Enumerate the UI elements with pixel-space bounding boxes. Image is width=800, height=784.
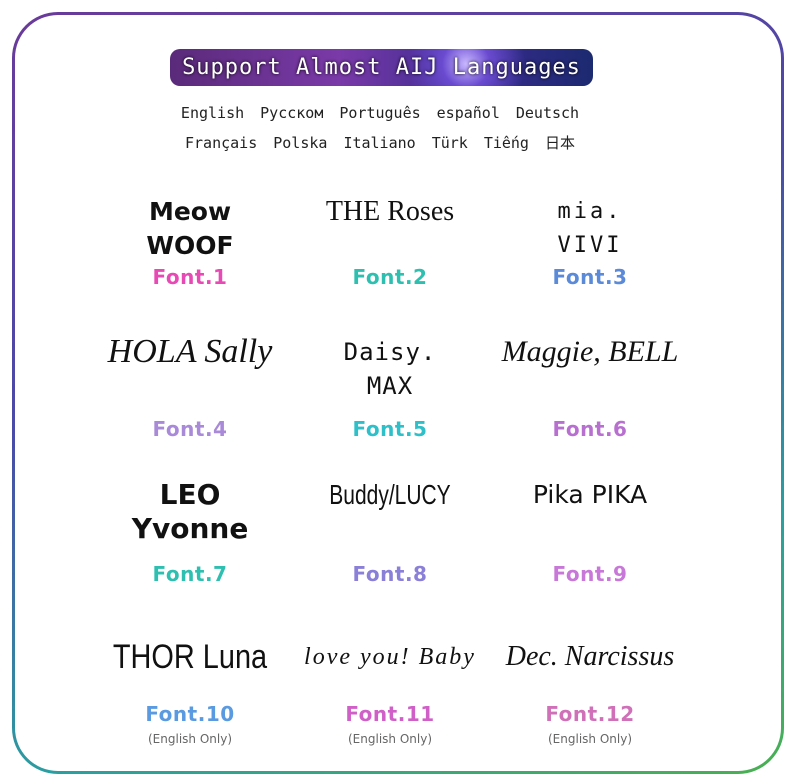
font-sample: THOR Luna [112, 638, 268, 676]
language: Türk [431, 134, 468, 152]
language: Français [185, 134, 258, 152]
languages-row-1: English Русском Português español Deutsch [150, 104, 610, 122]
font-sample: Pika PIKA [532, 480, 648, 509]
decorative-border [12, 12, 784, 774]
language: Português [339, 104, 421, 122]
font-label: Font.7 [152, 562, 228, 586]
languages-row-2: Français Polska Italiano Türk Tiếng 日本 [150, 132, 610, 153]
english-only-note: (English Only) [148, 732, 232, 746]
language: 日本 [544, 134, 575, 152]
font-sample: THE Roses [325, 196, 455, 227]
language: Polska [273, 134, 328, 152]
font-label: Font.1 [152, 265, 228, 289]
font-sample: Dec. Narcissus [505, 641, 675, 672]
font-label: Font.10 [145, 702, 235, 726]
font-label: Font.9 [552, 562, 628, 586]
font-sample: HOLA Sally [107, 333, 273, 370]
font-label: Font.11 [345, 702, 435, 726]
font-sample: love you! Baby [304, 644, 476, 670]
language: Deutsch [515, 104, 580, 122]
banner-title: Support Almost AIJ Languages [170, 49, 593, 86]
font-label: Font.2 [352, 265, 428, 289]
language: Русском [260, 104, 324, 122]
english-only-note: (English Only) [348, 732, 432, 746]
font-sample: LEO Yvonne [131, 478, 249, 545]
english-only-note: (English Only) [548, 732, 632, 746]
language: English [180, 104, 245, 122]
font-label: Font.5 [352, 417, 428, 441]
font-sample: mia. VIVI [557, 199, 623, 258]
font-label: Font.6 [552, 417, 628, 441]
font-sample: Maggie, BELL [501, 335, 679, 368]
language: Italiano [343, 134, 416, 152]
font-label: Font.12 [545, 702, 635, 726]
font-sample: Daisy. MAX [343, 338, 437, 400]
font-label: Font.3 [552, 265, 628, 289]
language: español [436, 104, 500, 122]
font-sample: Meow WOOF [146, 197, 234, 260]
language: Tiếng [483, 134, 529, 152]
font-sample: Buddy/LUCY [329, 479, 451, 510]
font-label: Font.8 [352, 562, 428, 586]
font-label: Font.4 [152, 417, 228, 441]
